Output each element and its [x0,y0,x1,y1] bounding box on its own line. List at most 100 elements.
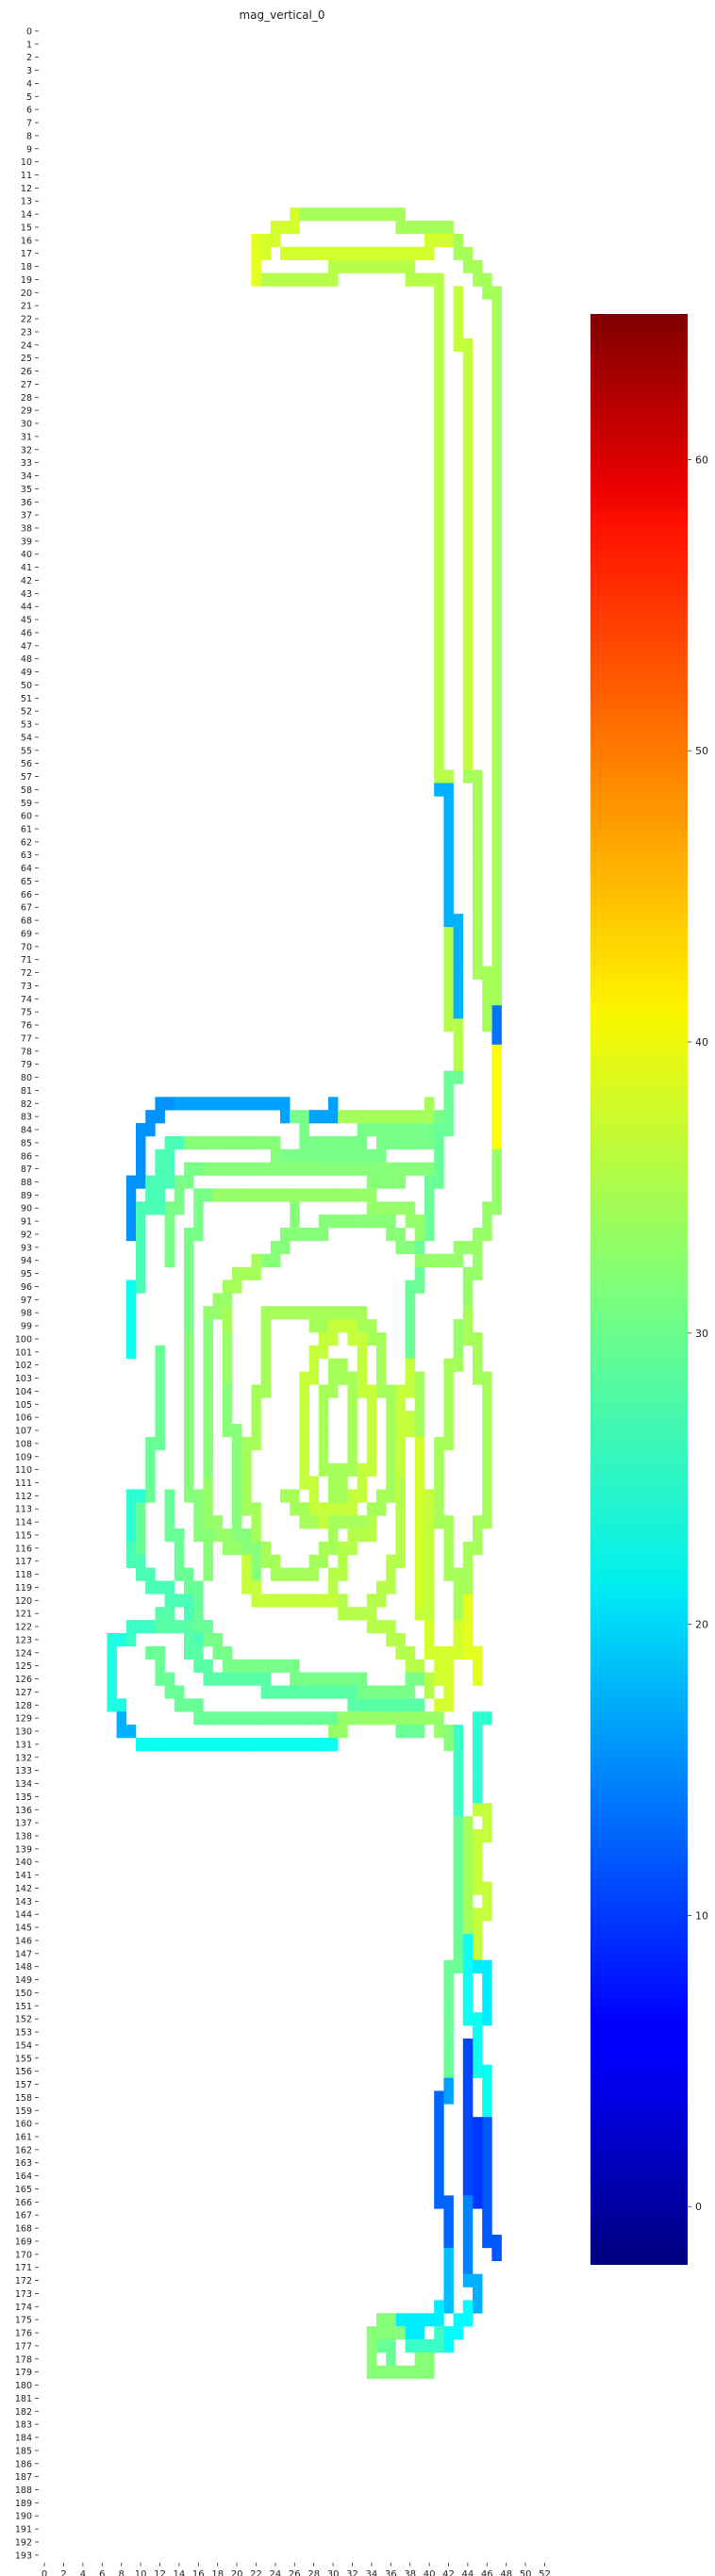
heatmap-cell [453,1959,464,1973]
heatmap-cell [347,1528,358,1543]
heatmap-cell [395,1384,406,1398]
heatmap-cell [232,1515,242,1529]
y-tick-label: 127 [15,1688,32,1698]
y-tick-label: 169 [15,2237,32,2247]
heatmap-cell [462,1921,474,1935]
y-tick-label: 151 [15,2002,32,2012]
y-tick-label: 12 [21,184,32,194]
heatmap-cell [473,259,483,273]
heatmap-cell [251,1567,261,1581]
y-tick-label: 142 [15,1884,32,1894]
heatmap-cell [453,312,464,326]
heatmap-cell [443,1528,454,1543]
heatmap-cell [453,1018,464,1032]
y-tick-label: 129 [15,1714,32,1725]
heatmap-cell [462,2300,474,2314]
heatmap-cell [462,652,474,666]
heatmap-cell [308,1554,320,1568]
heatmap-cell [318,1345,329,1360]
y-tick-label: 13 [21,197,32,207]
heatmap-cell [462,1266,474,1280]
heatmap-cell [491,442,502,457]
heatmap-cell [453,1620,464,1634]
heatmap-cell [376,1214,387,1229]
heatmap-cell [443,966,454,980]
heatmap-cell [136,1737,146,1752]
heatmap-cell [414,1502,425,1516]
heatmap-cell [491,455,502,470]
heatmap-cell [366,1162,377,1176]
heatmap-cell [376,1332,387,1346]
heatmap-cell [270,272,281,287]
heatmap-cell [443,1672,454,1686]
heatmap-cell [308,1135,320,1150]
heatmap-cell [473,1332,483,1346]
heatmap-cell [338,1685,348,1699]
heatmap-cell [491,743,502,758]
heatmap-cell [453,1593,464,1608]
heatmap-cell [491,469,502,483]
heatmap-cell [434,1659,444,1673]
heatmap-cell [434,482,444,496]
heatmap-cell [434,364,444,378]
heatmap-cell [241,1737,252,1752]
heatmap-cell [473,2051,483,2066]
heatmap-cell [434,2104,444,2118]
heatmap-cell [434,534,444,549]
heatmap-cell [174,1175,185,1189]
y-tick-label: 147 [15,1949,32,1959]
heatmap-cell [260,1541,272,1556]
heatmap-cell [318,1593,329,1608]
y-tick-label: 64 [21,864,32,874]
heatmap-cell [318,1411,329,1425]
heatmap-cell [405,1725,416,1739]
heatmap-cell [328,1358,339,1372]
heatmap-cell [453,1332,464,1346]
heatmap-cell [424,1711,435,1726]
heatmap-cell [473,822,483,836]
heatmap-cell [184,1293,194,1307]
heatmap-cell [424,1593,435,1608]
heatmap-cell [386,1489,396,1503]
heatmap-cell [462,2169,474,2183]
heatmap-cell [222,1411,233,1425]
heatmap-cell [453,1829,464,1843]
heatmap-cell [453,2313,464,2327]
heatmap-cell [357,1685,368,1699]
heatmap-cell [491,638,502,653]
heatmap-cell [462,730,474,745]
heatmap-cell [462,2090,474,2105]
heatmap-cell [270,1188,281,1202]
heatmap-cell [376,2338,387,2353]
heatmap-cell [338,207,348,222]
heatmap-cell [174,1135,185,1150]
y-tick-label: 111 [15,1478,32,1489]
heatmap-cell [318,1162,329,1176]
heatmap-cell [434,704,444,718]
heatmap-cell [164,1737,175,1752]
heatmap-cell [443,1384,454,1398]
heatmap-cell [424,2365,435,2379]
heatmap-cell [328,1371,339,1385]
y-tick-label: 56 [21,759,32,769]
heatmap-cell [116,1725,127,1739]
y-tick-label: 175 [15,2316,32,2326]
heatmap-cell [308,1228,320,1242]
heatmap-cell [203,1332,213,1346]
heatmap-cell [203,1528,213,1543]
heatmap-cell [443,1253,454,1267]
heatmap-cell [193,1201,204,1215]
heatmap-cell [184,1633,194,1647]
heatmap-cell [473,900,483,915]
heatmap-cell [125,1306,137,1320]
heatmap-cell [434,1175,444,1189]
heatmap-cell [434,769,444,784]
heatmap-cell [462,2195,474,2209]
heatmap-cell [443,2012,454,2026]
heatmap-cell [357,1306,368,1320]
heatmap-cell [386,1711,396,1726]
heatmap-cell [405,1345,416,1360]
heatmap-cell [386,1201,396,1215]
heatmap-cell [434,743,444,758]
heatmap-cell [164,1620,175,1634]
